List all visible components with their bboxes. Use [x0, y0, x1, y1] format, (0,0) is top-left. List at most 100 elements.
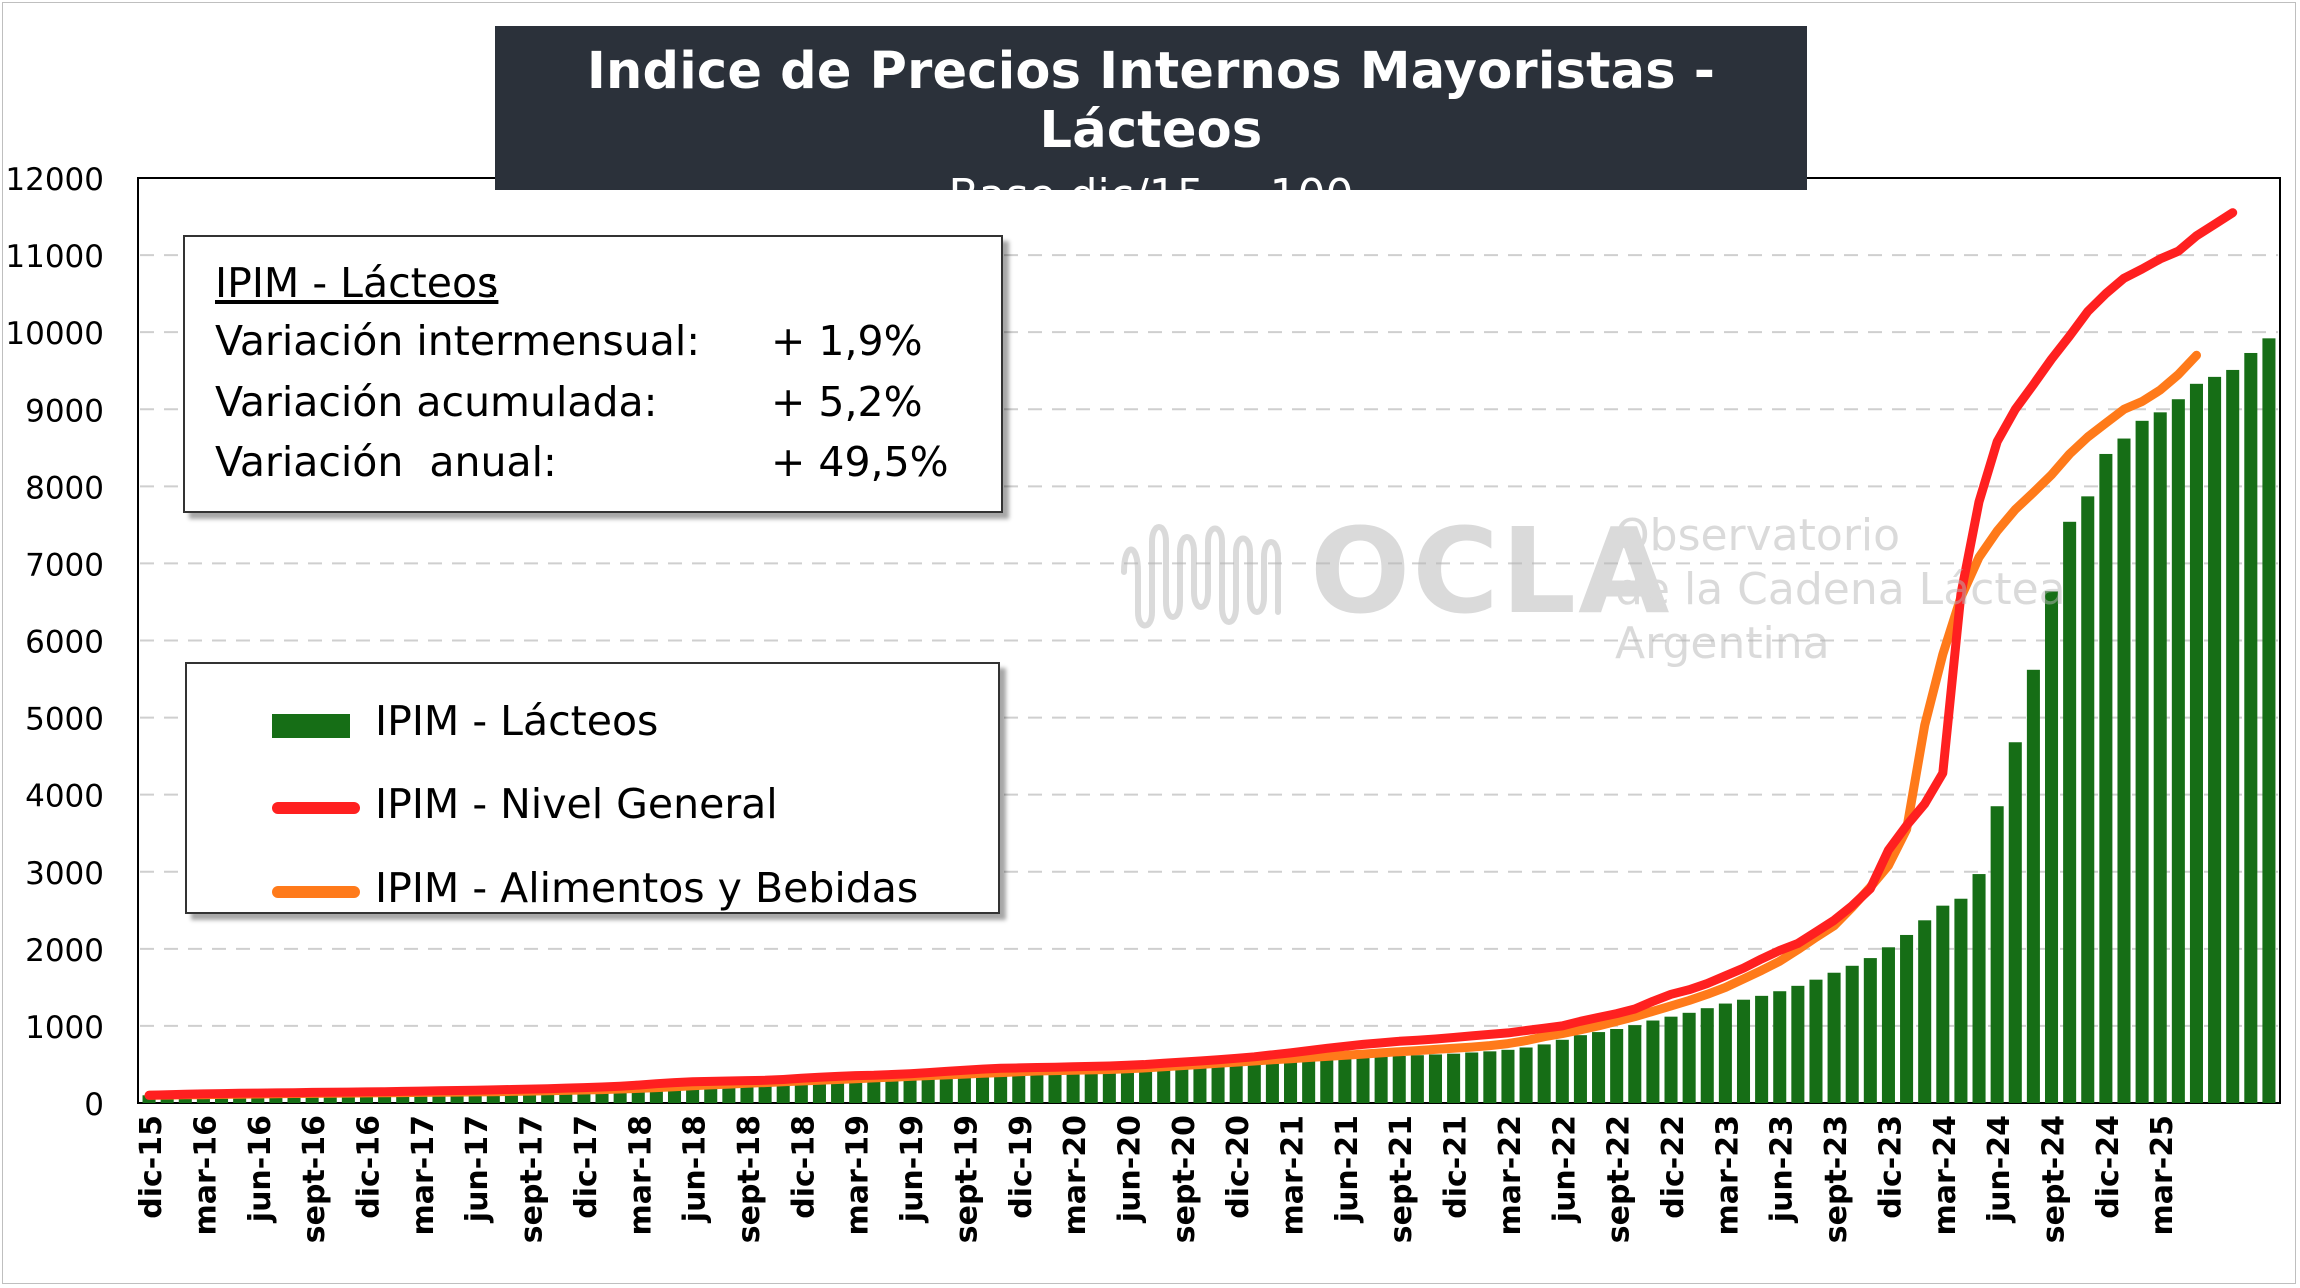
y-tick-label: 5000	[25, 702, 104, 738]
x-tick-label: dic-18	[786, 1115, 821, 1219]
x-tick-label: sept-17	[515, 1115, 550, 1243]
bar	[1157, 1067, 1171, 1103]
bar	[1863, 958, 1877, 1103]
bar	[1755, 995, 1769, 1103]
stats-label: Variación intermensual:	[215, 317, 701, 365]
chart-legend: IPIM - Lácteos IPIM - Nivel General IPIM…	[185, 662, 1000, 914]
ocla-watermark: OCLA Observatorio de la Cadena Láctea Ar…	[1110, 500, 2066, 680]
y-tick-label: 2000	[25, 933, 104, 969]
line-series	[144, 208, 2238, 1100]
bar	[939, 1074, 953, 1103]
bar	[994, 1071, 1008, 1103]
bar	[921, 1074, 935, 1103]
bar	[1718, 1003, 1732, 1103]
bar	[1773, 991, 1787, 1103]
bar	[1229, 1064, 1243, 1103]
bar	[396, 1091, 410, 1103]
bar	[1265, 1062, 1279, 1103]
bar	[1338, 1058, 1352, 1103]
chart-title-box: Indice de Precios Internos Mayoristas - …	[495, 26, 1807, 221]
x-tick-label: jun-23	[1765, 1115, 1800, 1223]
bar	[1736, 999, 1751, 1103]
x-tick-label: mar-23	[1710, 1115, 1745, 1236]
bar	[1936, 905, 1950, 1103]
x-tick-label: mar-18	[623, 1115, 658, 1236]
bar	[2026, 669, 2040, 1103]
bar	[903, 1075, 917, 1103]
x-tick-label: jun-19	[895, 1115, 930, 1223]
x-tick-label: mar-24	[1928, 1115, 1963, 1236]
watermark-line-2: de la Cadena Láctea	[1615, 564, 2066, 615]
bar	[1465, 1052, 1479, 1103]
bar	[2244, 352, 2258, 1104]
bar	[1664, 1016, 1678, 1103]
y-tick-label: 3000	[25, 856, 104, 892]
bar	[1356, 1057, 1370, 1103]
x-tick-label: mar-20	[1058, 1115, 1093, 1236]
bar	[1048, 1070, 1062, 1103]
stats-row-acumulada: Variación acumulada: + 5,2%	[215, 378, 975, 428]
x-tick-label: mar-19	[841, 1115, 876, 1236]
stats-label: Variación anual:	[215, 438, 557, 486]
stats-box: IPIM - Lácteos : Variación intermensual:…	[183, 235, 1003, 513]
bar	[1320, 1059, 1334, 1103]
x-tick-label: sept-16	[297, 1115, 332, 1243]
x-tick-label: dic-21	[1439, 1115, 1474, 1219]
bar	[1374, 1056, 1388, 1103]
x-axis-ticks: dic-15 mar-16 jun-16 sept-16 dic-16 mar-17 jun…	[134, 1115, 2180, 1243]
legend-item-lacteos: IPIM - Lácteos	[272, 684, 992, 745]
y-tick-label: 1000	[25, 1010, 104, 1046]
x-tick-label: dic-17	[569, 1115, 604, 1219]
bar	[2189, 383, 2203, 1103]
bar	[1120, 1068, 1134, 1103]
bar	[1610, 1029, 1624, 1103]
bar	[1483, 1051, 1497, 1103]
x-tick-label: dic-19	[1004, 1115, 1039, 1219]
x-tick-label: dic-24	[2091, 1115, 2126, 1219]
bar	[1428, 1054, 1443, 1103]
y-tick-label: 12000	[5, 162, 104, 198]
x-tick-label: dic-23	[1873, 1115, 1908, 1219]
chart-subtitle: Base dic/15 = 100	[948, 170, 1354, 221]
legend-label: IPIM - Nivel General	[375, 780, 778, 828]
bar	[1646, 1020, 1660, 1103]
x-tick-label: jun-22	[1547, 1115, 1582, 1223]
bar	[1972, 874, 1986, 1103]
y-tick-label: 4000	[25, 779, 104, 815]
bar	[1084, 1069, 1098, 1103]
y-tick-label: 10000	[5, 316, 104, 352]
x-tick-label: sept-22	[1602, 1115, 1637, 1243]
x-tick-label: jun-20	[1112, 1115, 1147, 1223]
bar	[1410, 1055, 1424, 1103]
bar	[957, 1073, 971, 1103]
x-tick-label: jun-24	[1982, 1115, 2017, 1223]
bar	[812, 1079, 826, 1103]
stats-row-intermensual: Variación intermensual: + 1,9%	[215, 317, 975, 367]
bar	[1030, 1070, 1044, 1103]
bar	[323, 1092, 337, 1103]
bar	[1592, 1032, 1606, 1103]
x-tick-label: mar-25	[2145, 1115, 2180, 1236]
bar	[2081, 496, 2095, 1104]
bar	[1501, 1049, 1515, 1103]
bar	[1700, 1008, 1714, 1103]
bar	[2226, 369, 2240, 1103]
stats-heading-colon: :	[485, 259, 499, 307]
bar	[1990, 806, 2004, 1103]
stats-value: + 5,2%	[771, 378, 923, 426]
bar	[1139, 1068, 1153, 1103]
bar	[2099, 453, 2113, 1103]
bar	[1302, 1060, 1316, 1103]
legend-item-nivel-general: IPIM - Nivel General	[272, 767, 992, 828]
bar	[2008, 742, 2022, 1103]
bar	[2208, 376, 2222, 1103]
y-tick-label: 0	[84, 1087, 104, 1123]
bar	[2117, 438, 2131, 1104]
stats-label: Variación acumulada:	[215, 378, 658, 426]
bar	[2262, 338, 2276, 1103]
watermark-logo-text: OCLA	[1310, 502, 1672, 640]
x-tick-label: sept-20	[1167, 1115, 1202, 1243]
x-tick-label: dic-15	[134, 1115, 169, 1219]
